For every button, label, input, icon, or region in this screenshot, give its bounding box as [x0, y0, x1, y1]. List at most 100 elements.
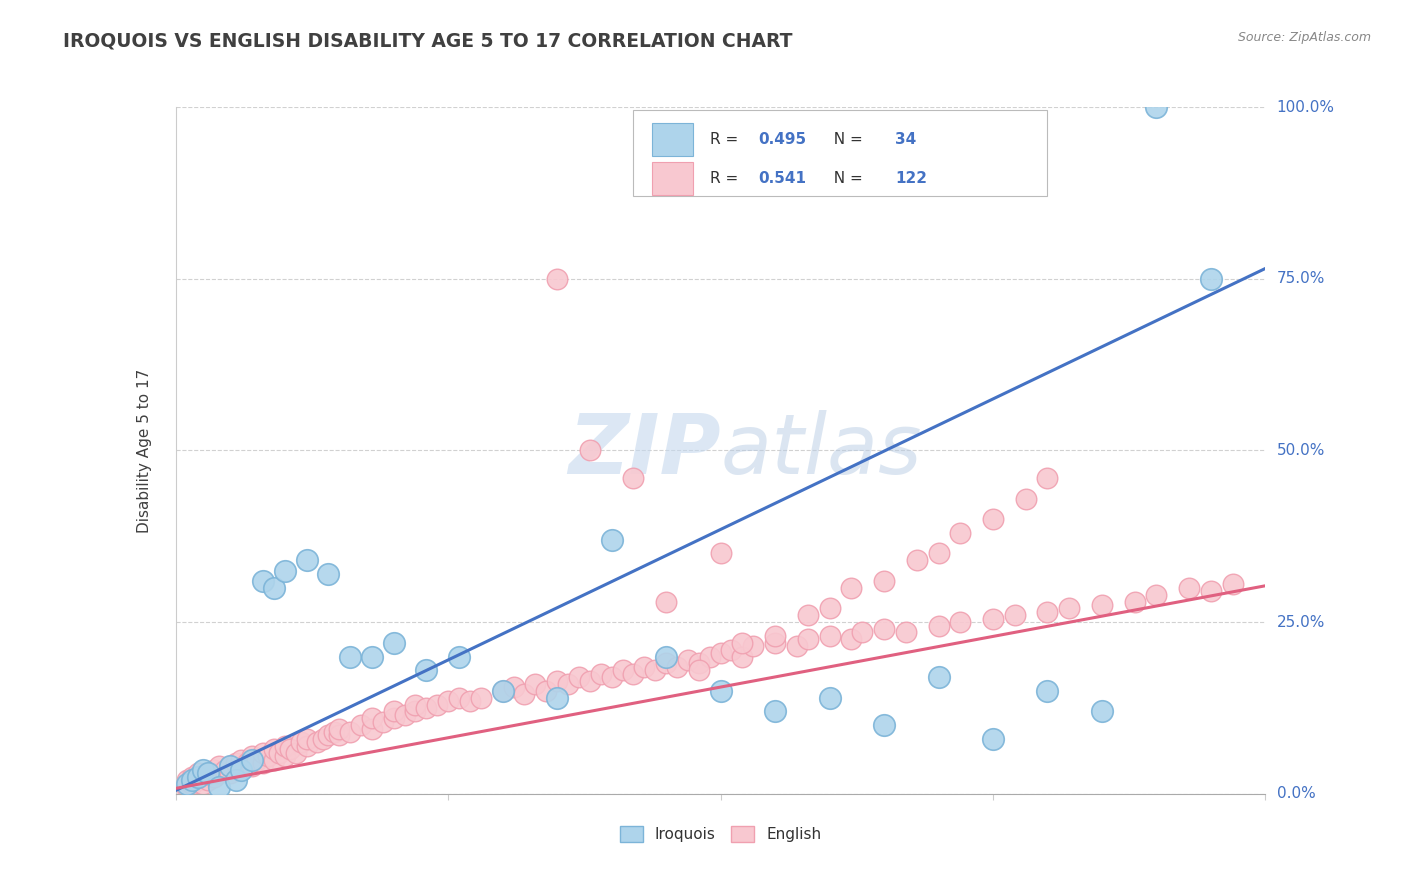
Point: [873, 622, 896, 636]
Point: [928, 618, 950, 632]
Point: [546, 271, 568, 285]
Point: [328, 729, 350, 743]
Point: [176, 780, 198, 794]
Text: 100.0%: 100.0%: [1277, 100, 1334, 114]
Point: [797, 608, 820, 623]
Point: [181, 773, 204, 788]
Point: [186, 773, 209, 788]
Text: 75.0%: 75.0%: [1277, 271, 1324, 286]
Point: [1091, 598, 1114, 612]
Point: [797, 632, 820, 647]
Point: [458, 694, 481, 708]
Point: [851, 625, 873, 640]
Text: R =: R =: [710, 132, 742, 146]
Point: [1004, 608, 1026, 623]
Point: [191, 770, 214, 784]
Point: [278, 742, 301, 756]
Point: [655, 657, 678, 671]
Text: IROQUOIS VS ENGLISH DISABILITY AGE 5 TO 17 CORRELATION CHART: IROQUOIS VS ENGLISH DISABILITY AGE 5 TO …: [63, 31, 793, 50]
Point: [257, 749, 280, 764]
Point: [231, 753, 253, 767]
Point: [949, 615, 972, 630]
Point: [176, 773, 198, 788]
Point: [1199, 584, 1222, 599]
Point: [579, 673, 602, 688]
Point: [818, 601, 841, 615]
Text: 50.0%: 50.0%: [1277, 443, 1324, 458]
Point: [688, 663, 710, 677]
Bar: [652, 123, 693, 156]
Text: 34: 34: [896, 132, 917, 146]
Point: [1146, 588, 1168, 602]
Point: [186, 770, 209, 784]
Text: 25.0%: 25.0%: [1277, 615, 1324, 630]
Point: [208, 766, 231, 780]
Point: [312, 731, 335, 746]
Point: [612, 663, 634, 677]
Text: N =: N =: [824, 132, 868, 146]
Point: [295, 553, 318, 567]
Point: [1059, 601, 1081, 615]
Point: [710, 683, 733, 698]
Point: [295, 731, 318, 746]
Point: [181, 776, 204, 790]
Point: [818, 690, 841, 705]
Point: [269, 746, 291, 760]
Point: [240, 753, 263, 767]
Point: [339, 725, 361, 739]
Point: [742, 639, 765, 653]
Text: ZIP: ZIP: [568, 410, 721, 491]
Point: [1146, 100, 1168, 114]
Point: [350, 718, 373, 732]
Point: [699, 649, 721, 664]
Y-axis label: Disability Age 5 to 17: Disability Age 5 to 17: [138, 368, 152, 533]
Point: [208, 759, 231, 773]
Point: [426, 698, 449, 712]
Point: [600, 670, 623, 684]
Point: [1178, 581, 1201, 595]
Point: [231, 763, 253, 777]
Point: [197, 766, 219, 780]
Point: [191, 776, 214, 790]
Point: [818, 629, 841, 643]
Text: R =: R =: [710, 171, 742, 186]
Point: [208, 780, 231, 794]
Point: [534, 683, 557, 698]
Point: [949, 525, 972, 540]
Text: 0.541: 0.541: [759, 171, 807, 186]
Text: 122: 122: [896, 171, 927, 186]
Point: [928, 670, 950, 684]
Point: [197, 766, 219, 780]
Point: [382, 711, 405, 725]
Point: [513, 687, 536, 701]
Point: [202, 763, 225, 777]
Point: [394, 707, 416, 722]
Point: [1091, 705, 1114, 719]
Point: [568, 670, 591, 684]
Point: [676, 653, 699, 667]
Point: [252, 756, 274, 770]
Point: [405, 698, 427, 712]
Point: [240, 759, 263, 773]
Point: [731, 636, 754, 650]
Point: [621, 666, 644, 681]
Point: [274, 749, 297, 764]
Point: [621, 471, 644, 485]
Point: [905, 553, 928, 567]
Point: [235, 756, 257, 770]
Point: [219, 759, 242, 773]
Point: [437, 694, 460, 708]
Point: [1123, 594, 1146, 608]
Text: 0.495: 0.495: [759, 132, 807, 146]
FancyBboxPatch shape: [633, 111, 1047, 196]
Point: [720, 642, 742, 657]
Point: [252, 574, 274, 588]
Point: [873, 718, 896, 732]
Point: [295, 739, 318, 753]
Point: [710, 646, 733, 660]
Point: [655, 649, 678, 664]
Point: [339, 649, 361, 664]
Text: atlas: atlas: [721, 410, 922, 491]
Point: [447, 649, 470, 664]
Point: [1036, 471, 1059, 485]
